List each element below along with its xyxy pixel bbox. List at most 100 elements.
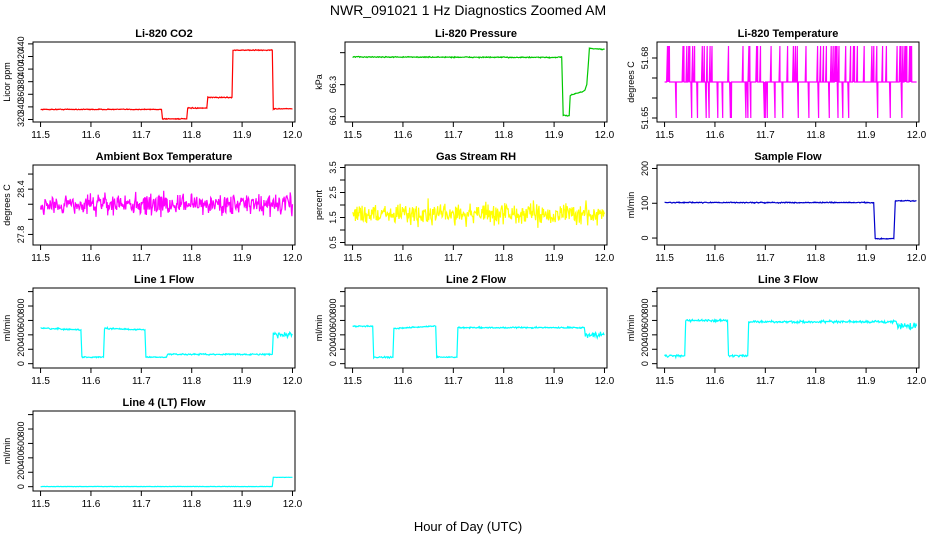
plot-frame [656,41,920,123]
y-tick-label: 0 [16,361,26,366]
y-tick-label: 600 [16,436,26,451]
chart-title: Line 3 Flow [758,274,818,286]
x-tick-label: 11.6 [82,130,101,141]
y-tick-label: 27.8 [16,226,26,244]
x-tick-label: 11.6 [394,130,413,141]
chart-panel: Li-820 Temperature degrees C 11.5 11.6 11.7 1… [626,28,927,141]
series-line [352,198,606,228]
x-tick-label: 11.6 [394,376,413,387]
x-tick-label: 11.6 [82,499,101,510]
x-tick-label: 11.8 [494,376,513,387]
x-tick-label: 11.8 [182,130,201,141]
y-tick-label: 100 [640,196,650,211]
y-tick-label: 400 [328,327,338,342]
y-axis-label: ml/min [626,192,636,219]
y-tick-label: 0.5 [328,236,338,249]
x-tick-label: 11.6 [706,253,725,264]
x-tick-label: 11.8 [806,130,825,141]
plot-frame [344,41,608,123]
y-axis-label: percent [314,189,324,220]
x-tick-label: 11.9 [233,499,252,510]
x-tick-label: 11.6 [706,376,725,387]
chart-panel: Sample Flow ml/min 11.5 11.6 11.7 11.8 11.9 12.… [626,151,927,264]
chart-panel: Line 3 Flow ml/min 11.5 11.6 11.7 11.8 11.9 12.… [626,274,927,387]
y-axis-label: ml/min [2,315,12,342]
x-tick-label: 11.6 [394,253,413,264]
plot-frame [344,287,608,369]
chart-title: Line 4 (LT) Flow [123,397,206,409]
series-line [664,318,918,360]
plot-frame [656,164,920,246]
y-tick-label: 360 [16,87,26,102]
x-tick-label: 11.7 [444,130,463,141]
y-tick-label: 800 [640,299,650,314]
x-tick-label: 11.6 [82,376,101,387]
y-axis-label: ml/min [2,438,12,465]
x-tick-label: 11.8 [182,499,201,510]
x-tick-label: 12.0 [907,253,927,264]
x-tick-label: 12.0 [283,499,303,510]
y-tick-label: 0 [16,484,26,489]
chart-panel: Li-820 CO2 Licor ppm 11.5 11.6 11.7 11.8 11.9 1… [2,28,303,141]
x-tick-label: 11.8 [806,376,825,387]
panel-grid: Li-820 CO2 Licor ppm 11.5 11.6 11.7 11.8 11.9 1… [2,28,927,510]
y-tick-label: 600 [328,313,338,328]
x-tick-label: 11.9 [233,376,252,387]
chart-panel: Line 4 (LT) Flow ml/min 11.5 11.6 11.7 11.8 11… [2,397,303,510]
y-tick-label: 200 [640,342,650,357]
x-tick-label: 11.5 [655,376,674,387]
x-tick-label: 11.5 [31,130,50,141]
x-tick-label: 12.0 [907,130,927,141]
y-tick-label: 51.68 [640,47,650,70]
x-tick-label: 12.0 [283,253,303,264]
chart-panel: Line 2 Flow ml/min 11.5 11.6 11.7 11.8 11.9 12.… [314,274,615,387]
x-tick-label: 12.0 [283,130,303,141]
x-tick-label: 11.5 [343,376,362,387]
y-tick-label: 400 [16,327,26,342]
y-tick-label: 600 [640,313,650,328]
x-tick-label: 11.7 [132,499,151,510]
series-line [40,190,294,218]
plot-frame [32,410,296,492]
y-tick-label: 200 [16,465,26,480]
y-tick-label: 28.4 [16,180,26,198]
series-line [664,45,917,119]
x-tick-label: 11.5 [343,253,362,264]
plot-frame [32,41,296,123]
plot-frame [656,287,920,369]
chart-title: Line 1 Flow [134,274,194,286]
x-tick-label: 11.7 [444,376,463,387]
x-tick-label: 12.0 [283,376,303,387]
y-tick-label: 600 [16,313,26,328]
y-tick-label: 51.65 [640,107,650,130]
plot-frame [32,164,296,246]
y-tick-label: 0 [328,361,338,366]
y-tick-label: 200 [640,161,650,176]
chart-panel: Gas Stream RH percent 11.5 11.6 11.7 11.8 11.9… [314,151,615,264]
series-line [40,48,293,121]
y-axis-label: degrees C [2,184,12,226]
y-tick-label: 440 [16,36,26,51]
y-axis-label: ml/min [626,315,636,342]
x-tick-label: 11.7 [132,376,151,387]
x-tick-label: 12.0 [907,376,927,387]
y-tick-label: 66.0 [328,108,338,126]
y-tick-label: 0 [640,361,650,366]
x-tick-label: 11.5 [655,130,674,141]
y-axis-label: kPa [314,74,324,90]
x-tick-label: 11.7 [756,130,775,141]
y-axis-label: ml/min [314,315,324,342]
x-tick-label: 11.6 [82,253,101,264]
page-title: NWR_091021 1 Hz Diagnostics Zoomed AM [330,2,606,18]
y-tick-label: 3.5 [328,161,338,174]
x-tick-label: 12.0 [595,130,615,141]
y-tick-label: 66.3 [328,76,338,94]
x-tick-label: 11.5 [31,253,50,264]
y-tick-label: 800 [16,299,26,314]
y-tick-label: 380 [16,74,26,89]
x-tick-label: 11.6 [706,130,725,141]
y-tick-label: 340 [16,99,26,114]
y-tick-label: 420 [16,49,26,64]
chart-title: Li-820 CO2 [135,28,192,40]
y-tick-label: 800 [16,422,26,437]
